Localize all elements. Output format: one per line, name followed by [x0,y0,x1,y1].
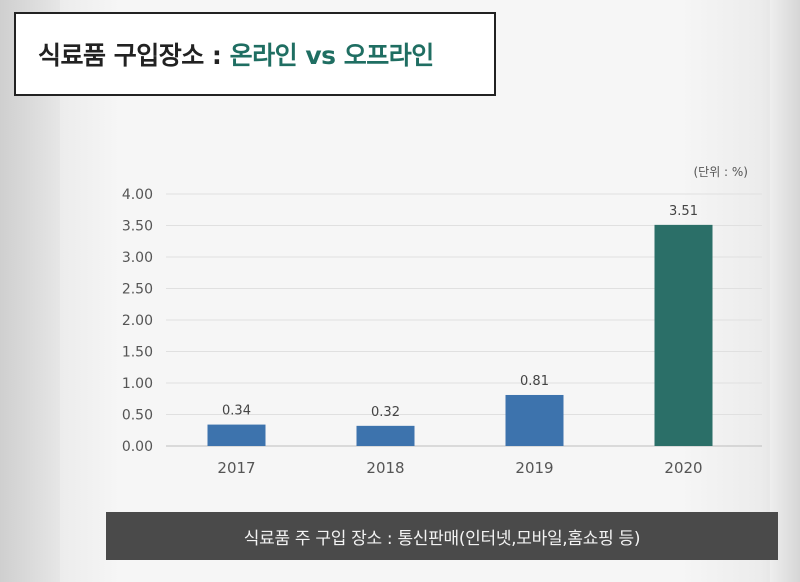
bar-2020 [654,224,713,446]
caption-text: 식료품 주 구입 장소 : 통신판매(인터넷,모바일,홈쇼핑 등) [243,528,641,549]
x-tick-label: 2018 [366,459,404,477]
title-prefix: 식료품 구입장소 : [38,41,230,70]
y-tick-label: 0.00 [122,439,153,455]
y-tick-label: 3.50 [122,219,153,235]
data-label: 3.51 [669,204,698,219]
caption-bar: 식료품 주 구입 장소 : 통신판매(인터넷,모바일,홈쇼핑 등) [106,512,778,560]
y-tick-label: 3.00 [122,250,153,266]
y-tick-label: 1.50 [122,345,153,361]
bar-2017 [207,424,266,446]
bar-2018 [356,425,415,446]
x-tick-label: 2017 [217,459,255,477]
y-tick-label: 1.00 [122,376,153,392]
unit-note: (단위 : %) [693,165,748,179]
y-tick-label: 4.00 [122,187,153,203]
x-tick-label: 2020 [664,459,702,477]
data-label: 0.34 [222,404,251,419]
right-shadow-band [770,0,800,582]
y-tick-label: 2.00 [122,313,153,329]
x-tick-label: 2019 [515,459,553,477]
y-tick-label: 2.50 [122,282,153,298]
data-label: 0.81 [520,374,549,389]
y-tick-label: 0.50 [122,408,153,424]
left-shadow-band [0,0,60,582]
data-label: 0.32 [371,405,400,420]
bar-2019 [505,394,564,446]
title-accent: 온라인 vs 오프라인 [229,41,435,70]
title-box: 식료품 구입장소 : 온라인 vs 오프라인 [14,12,496,96]
